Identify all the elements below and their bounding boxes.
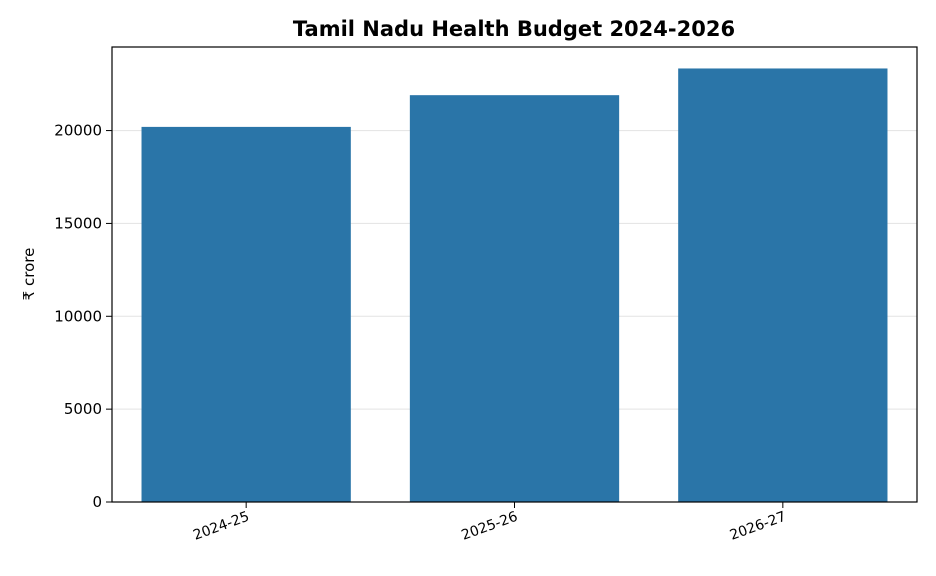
x-tick-label: 2024-25 (191, 509, 251, 544)
y-tick-label: 0 (92, 493, 102, 511)
chart-title: Tamil Nadu Health Budget 2024-2026 (293, 17, 735, 41)
y-tick-label: 5000 (64, 400, 102, 418)
x-tick-label: 2026-27 (728, 509, 788, 544)
bar-2025-26 (409, 95, 620, 502)
plot-frame (111, 46, 918, 503)
bars (141, 68, 888, 503)
y-tick-label: 10000 (54, 307, 102, 325)
y-tick-label: 15000 (54, 214, 102, 232)
bar-2026-27 (678, 68, 888, 503)
x-tick-label: 2025-26 (459, 509, 520, 544)
y-tick-label: 20000 (54, 122, 102, 140)
bar-2024-25 (141, 126, 351, 502)
y-axis-label: ₹ crore (20, 248, 38, 301)
